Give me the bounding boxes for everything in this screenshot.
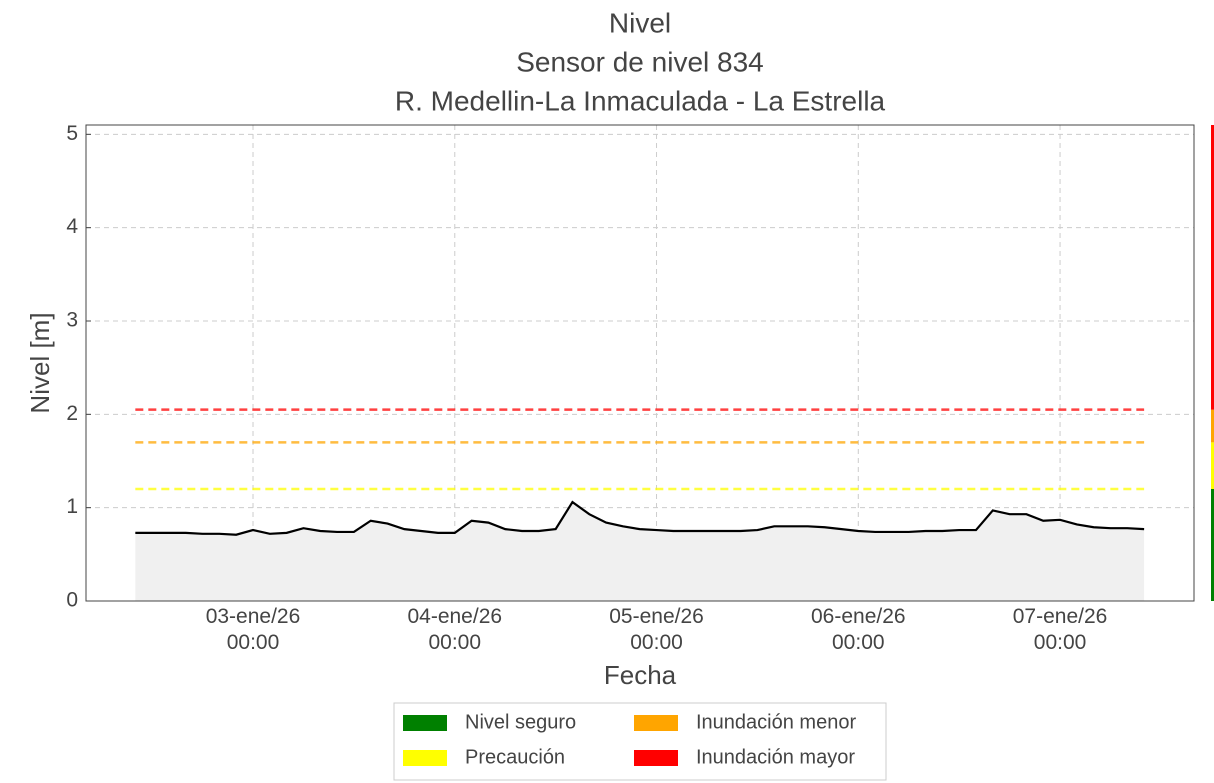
legend-label: Nivel seguro bbox=[465, 711, 576, 733]
chart-title: Nivel bbox=[609, 7, 671, 38]
y-tick-label: 0 bbox=[66, 589, 78, 612]
legend-label: Precaución bbox=[465, 746, 565, 768]
y-tick-label: 2 bbox=[66, 402, 78, 425]
x-axis-label: Fecha bbox=[604, 660, 677, 690]
y-tick-label: 4 bbox=[66, 215, 78, 238]
level-band bbox=[1211, 442, 1214, 489]
x-tick-label: 06-ene/26 00:00 bbox=[810, 605, 906, 654]
y-tick-label: 5 bbox=[66, 122, 78, 145]
legend-label: Inundación menor bbox=[696, 711, 856, 733]
level-band bbox=[1211, 489, 1214, 601]
y-tick-label: 3 bbox=[66, 309, 78, 332]
x-tick-label: 07-ene/26 00:00 bbox=[1012, 605, 1108, 654]
legend-swatch bbox=[634, 750, 678, 766]
x-tick-label: 03-ene/26 00:00 bbox=[205, 605, 301, 654]
legend-label: Inundación mayor bbox=[696, 746, 855, 768]
y-tick-label: 1 bbox=[66, 495, 78, 518]
area bbox=[135, 502, 1145, 601]
level-band bbox=[1211, 125, 1214, 410]
y-axis-label: Nivel [m] bbox=[25, 312, 55, 413]
x-tick-label: 04-ene/26 00:00 bbox=[407, 605, 503, 654]
plot-frame bbox=[85, 124, 1195, 602]
line bbox=[135, 500, 1145, 536]
chart-title: Sensor de nivel 834 bbox=[516, 46, 764, 77]
x-tick-label: 05-ene/26 00:00 bbox=[609, 605, 704, 654]
level-band bbox=[1211, 409, 1214, 443]
legend-swatch bbox=[403, 750, 447, 766]
legend-swatch bbox=[634, 715, 678, 731]
chart-title: R. Medellin-La Inmaculada - La Estrella bbox=[395, 85, 886, 116]
legend-swatch bbox=[403, 715, 447, 731]
